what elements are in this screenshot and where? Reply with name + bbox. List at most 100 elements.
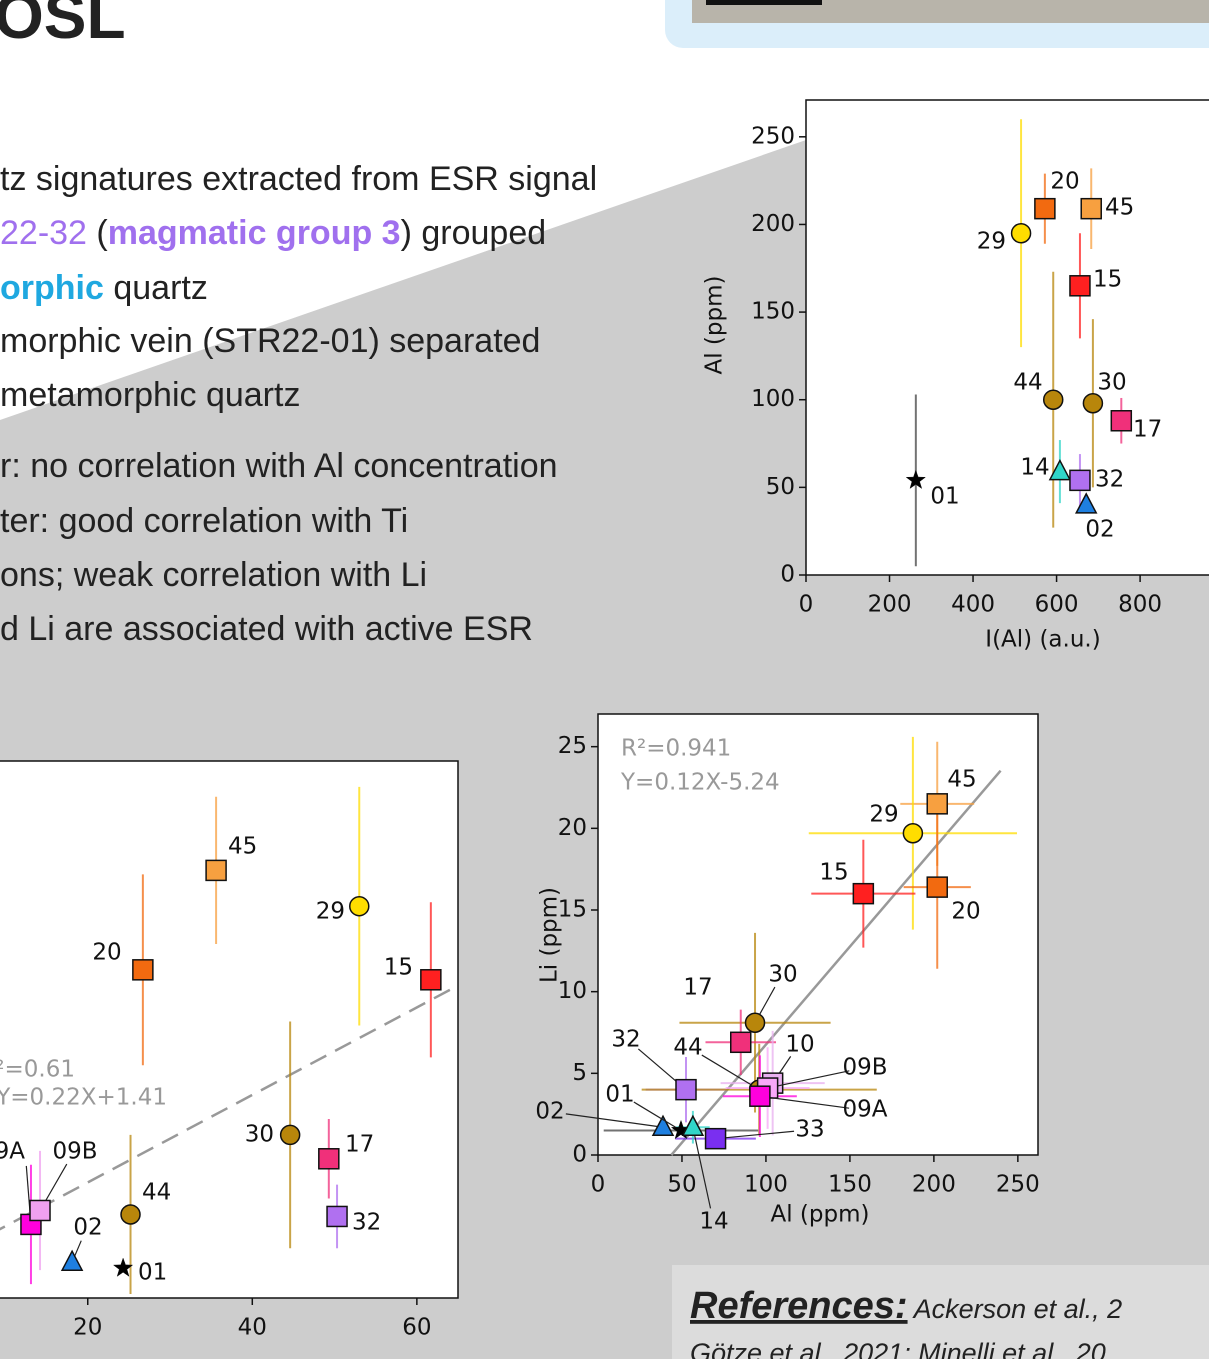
x-tick-label: 20: [73, 1315, 102, 1341]
x-tick-label: 200: [912, 1172, 956, 1198]
text-run: r: no correlation with Al concentration: [0, 447, 558, 485]
x-tick-label: 0: [591, 1172, 606, 1198]
point-marker: [132, 959, 154, 981]
point-marker: [675, 1078, 697, 1101]
y-tick-label: 10: [558, 978, 587, 1004]
label-leader: [701, 1054, 760, 1091]
y-tick-label: 25: [558, 733, 587, 759]
text-run: quartz: [104, 269, 208, 307]
annotation: Y=0.22X+1.41: [0, 1085, 167, 1111]
point-label: 29: [977, 229, 1006, 255]
references-box: [672, 1265, 1209, 1359]
point-label: 02: [73, 1215, 102, 1241]
point-marker: [279, 1124, 301, 1146]
label-leader: [715, 1130, 795, 1140]
bullet-text: morphic vein (STR22-01) separated: [0, 322, 540, 360]
point-label: 30: [1097, 370, 1126, 396]
point-label: 20: [92, 940, 121, 966]
annotation: Y=0.12X-5.24: [620, 770, 780, 796]
point-label: 01: [930, 484, 959, 510]
point-label: 14: [699, 1209, 728, 1235]
y-axis-label: Li (ppm): [537, 887, 563, 983]
x-axis-label: Al (ppm): [771, 1202, 870, 1228]
text-run: magmatic group 3: [108, 214, 401, 252]
point-label: 09A: [0, 1139, 25, 1165]
point-marker: [120, 1204, 141, 1225]
x-tick-label: 60: [402, 1315, 431, 1341]
point-label: 20: [1050, 169, 1079, 195]
point-marker: [1069, 275, 1091, 297]
x-tick-label: 50: [667, 1172, 696, 1198]
plot-area: [0, 760, 459, 1299]
point-marker: [852, 882, 875, 905]
y-tick-label: 0: [572, 1142, 587, 1168]
point-label: 44: [1013, 370, 1042, 396]
point-marker: [744, 1012, 766, 1033]
bullet-text: d Li are associated with active ESR: [0, 610, 533, 648]
point-marker: [1034, 197, 1056, 220]
x-tick-label: 600: [1035, 592, 1079, 618]
chart: 20 40 60 R²=0.61Y=0.22X+1.41 45 29 20 15 30 17 44 3…: [0, 760, 459, 1341]
point-marker: [420, 969, 442, 991]
point-marker: [704, 1127, 727, 1150]
text-run: ) grouped: [401, 214, 547, 252]
references-line: References: Ackerson et al., 2: [690, 1285, 1122, 1327]
bullet-text: ter: good correlation with Ti: [0, 502, 408, 540]
x-axis-label: I(Al) (a.u.): [985, 627, 1100, 653]
x-tick-label: 800: [1118, 592, 1162, 618]
point-label: 09B: [52, 1139, 97, 1165]
point-label: 45: [228, 834, 257, 860]
y-tick-label: 50: [766, 474, 795, 500]
text-run: (: [87, 214, 108, 252]
point-marker: [1010, 222, 1032, 244]
bullet-text: metamorphic quartz: [0, 376, 300, 414]
point-marker: [112, 1257, 134, 1277]
point-marker: [926, 793, 948, 815]
photo-scale-bar: [706, 0, 822, 5]
y-tick-label: 15: [558, 897, 587, 923]
point-marker: [651, 1114, 675, 1136]
point-label: 02: [535, 1099, 564, 1125]
point-marker: [29, 1199, 51, 1222]
point-label: 44: [673, 1035, 702, 1061]
annotation: R²=0.61: [0, 1057, 75, 1083]
point-label: 17: [1133, 417, 1162, 443]
point-label: 30: [245, 1122, 274, 1148]
bullet-text: orphic quartz: [0, 269, 208, 307]
bullet-text: tz signatures extracted from ESR signal: [0, 160, 597, 198]
point-label: 33: [795, 1117, 824, 1143]
reference-text: Götze et al., 2021; Minelli et al., 20: [690, 1338, 1106, 1359]
point-marker: [1042, 389, 1064, 410]
y-tick-label: 100: [751, 386, 795, 412]
point-marker: [1048, 458, 1072, 481]
point-marker: [1080, 197, 1102, 220]
text-run: ons; weak correlation with Li: [0, 556, 427, 594]
point-label: 15: [384, 955, 413, 981]
x-tick-label: 100: [744, 1172, 788, 1198]
point-label: 01: [605, 1082, 634, 1108]
point-label: 30: [768, 962, 797, 988]
point-marker: [926, 876, 948, 898]
point-marker: [349, 895, 370, 917]
fit-line: [0, 984, 459, 1231]
point-label: 09B: [842, 1055, 887, 1081]
chart: 0 50 100 150 200 250 0 5 10 15 20 25 Al (ppm) Li (ppm…: [535, 713, 1040, 1235]
photo: [692, 0, 1209, 23]
point-marker: [729, 1031, 752, 1054]
plot-area: [597, 713, 1039, 1156]
point-label: 15: [819, 860, 848, 886]
point-label: 32: [611, 1027, 640, 1053]
point-label: 17: [345, 1132, 374, 1158]
y-tick-label: 250: [751, 123, 795, 149]
bullet-text: ons; weak correlation with Li: [0, 556, 427, 594]
point-marker: [205, 859, 227, 882]
point-label: 15: [1093, 267, 1122, 293]
text-run: ter: good correlation with Ti: [0, 502, 408, 540]
plot-area: [805, 99, 1209, 576]
x-tick-label: 400: [951, 592, 995, 618]
label-leader: [692, 1127, 712, 1209]
text-run: morphic vein (STR22-01) separated: [0, 322, 540, 360]
text-run: orphic: [0, 269, 104, 307]
point-label: 44: [142, 1180, 171, 1206]
